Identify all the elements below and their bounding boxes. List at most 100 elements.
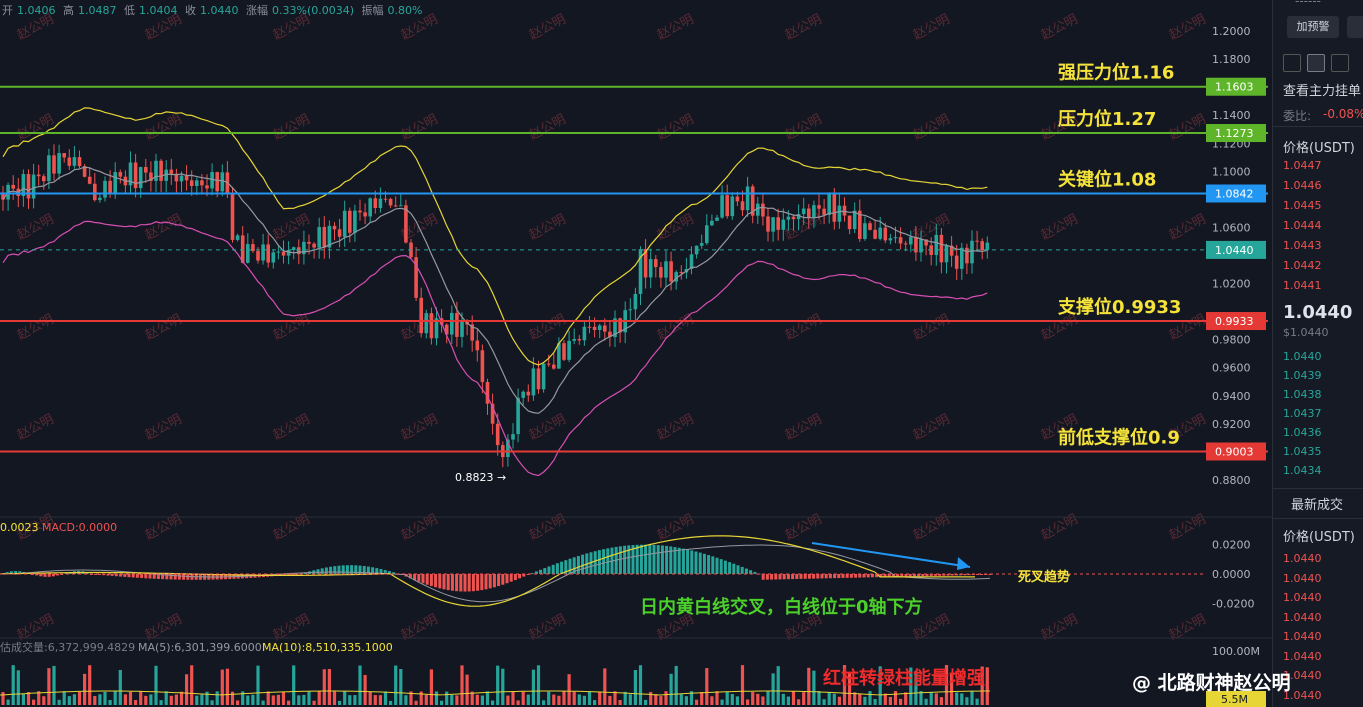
volume-bar — [287, 700, 291, 705]
macd-bar — [18, 571, 22, 574]
price-chart[interactable]: 赵公明 赵公明 赵公明 赵公明 赵公明 赵公明 赵公明 赵公明 赵公明 赵公明 赵公明 赵公明 赵公明赵… — [0, 0, 1272, 707]
watermark-text: 赵公明 — [15, 212, 56, 244]
watermark-text: 赵公明 — [527, 112, 568, 144]
volume-bar — [72, 694, 76, 705]
volume-bar — [485, 691, 490, 705]
level-label: 前低支撑位0.9 — [1058, 427, 1180, 449]
volume-bar — [628, 694, 632, 705]
add-alert-button[interactable]: 加预警 — [1287, 16, 1339, 38]
volume-bar — [531, 669, 535, 705]
candle-body — [353, 210, 357, 233]
candle-body — [276, 251, 281, 253]
volume-bar — [914, 671, 918, 705]
volume-bar — [98, 694, 102, 705]
volume-bar — [501, 668, 505, 705]
candle-body — [689, 254, 694, 270]
candle-body — [883, 227, 888, 241]
y-tick-label: 1.1800 — [1212, 53, 1251, 66]
macd-bar — [47, 573, 51, 577]
candle-body — [949, 245, 954, 256]
macd-bar — [723, 560, 727, 574]
volume-bar — [205, 691, 209, 705]
volume-bar — [812, 670, 816, 705]
candle-body — [297, 247, 301, 255]
close-label: 收 — [185, 4, 196, 17]
candle-body — [888, 238, 893, 241]
candle-body — [965, 247, 969, 264]
candle-body — [643, 249, 648, 278]
volume-bar — [873, 698, 877, 705]
orderbook-icon[interactable] — [1307, 54, 1325, 72]
macd-bar — [509, 573, 513, 582]
macd-bar — [442, 573, 446, 590]
y-tick-label: 1.1000 — [1212, 165, 1251, 178]
macd-main-annotation: 日内黄白线交叉，白线位于0轴下方 — [640, 596, 923, 618]
trade-row: 1.0440 — [1283, 571, 1322, 585]
volume-bar — [108, 699, 112, 705]
candle-body — [597, 325, 602, 331]
more-button[interactable] — [1347, 16, 1363, 38]
volume-bar — [134, 700, 138, 705]
candle-body — [919, 239, 923, 253]
bid-row: 1.0437 — [1283, 407, 1322, 420]
candle-body — [557, 343, 561, 369]
volume-bar — [409, 691, 413, 705]
volume-bar — [62, 691, 66, 705]
bids-icon[interactable] — [1331, 54, 1349, 72]
volume-bar — [720, 699, 724, 705]
macd-bar — [879, 573, 883, 578]
candle-body — [261, 244, 265, 261]
volume-bar — [781, 693, 785, 705]
volume-bar — [909, 667, 913, 705]
change-label: 涨幅 — [246, 4, 268, 17]
volume-bar — [557, 695, 561, 705]
volume-bar — [236, 700, 240, 705]
volume-bar — [363, 674, 367, 705]
macd-bar — [555, 563, 559, 574]
layout-icon[interactable] — [1283, 54, 1301, 72]
candle-body — [230, 194, 235, 240]
macd-bar — [925, 573, 929, 577]
candle-body — [898, 237, 903, 244]
candle-body — [77, 157, 82, 167]
candle-body — [26, 174, 31, 199]
volume-bar — [746, 699, 750, 705]
macd-bar — [39, 573, 43, 577]
candle-body — [21, 174, 26, 197]
level-label: 支撑位0.9933 — [1057, 296, 1181, 318]
watermark-text: 赵公明 — [143, 612, 184, 644]
macd-bar — [770, 573, 774, 580]
high-label: 高 — [63, 4, 74, 17]
candle-body — [858, 210, 862, 239]
chart-canvas[interactable]: 赵公明 赵公明 赵公明 赵公明 赵公明 赵公明 赵公明 赵公明 赵公明 赵公明赵公明 赵公明 赵公明赵… — [0, 0, 1272, 707]
volume-bar — [985, 667, 989, 705]
macd-bar — [681, 548, 685, 574]
candle-body — [577, 339, 582, 341]
bid-row: 1.0434 — [1283, 464, 1322, 477]
macd-bar — [186, 573, 190, 580]
macd-bar — [110, 573, 114, 576]
volume-bar — [929, 692, 933, 705]
macd-bar — [488, 573, 492, 589]
volume-bar — [292, 665, 296, 705]
candle-body — [348, 210, 352, 233]
macd-bar — [933, 573, 937, 576]
volume-bar — [705, 668, 709, 705]
y-tick-label: 1.1400 — [1212, 109, 1251, 122]
candle-body — [195, 180, 199, 186]
ask-row: 1.0444 — [1283, 219, 1322, 232]
candle-body — [710, 220, 714, 226]
trades-title[interactable]: 最新成交 — [1291, 498, 1344, 513]
candle-body — [822, 208, 826, 215]
macd-bar — [690, 550, 694, 574]
macd-bar — [849, 573, 853, 578]
orderbook-link[interactable]: 查看主力挂单 — [1283, 84, 1362, 99]
macd-bar — [761, 573, 765, 580]
candle-body — [740, 201, 745, 211]
candle-body — [638, 249, 643, 294]
candle-body — [827, 194, 831, 215]
macd-bar — [560, 561, 564, 574]
y-tick-label: 0.9800 — [1212, 334, 1251, 347]
level-tag-value: 0.9003 — [1215, 446, 1254, 459]
volume-bar — [623, 691, 627, 705]
